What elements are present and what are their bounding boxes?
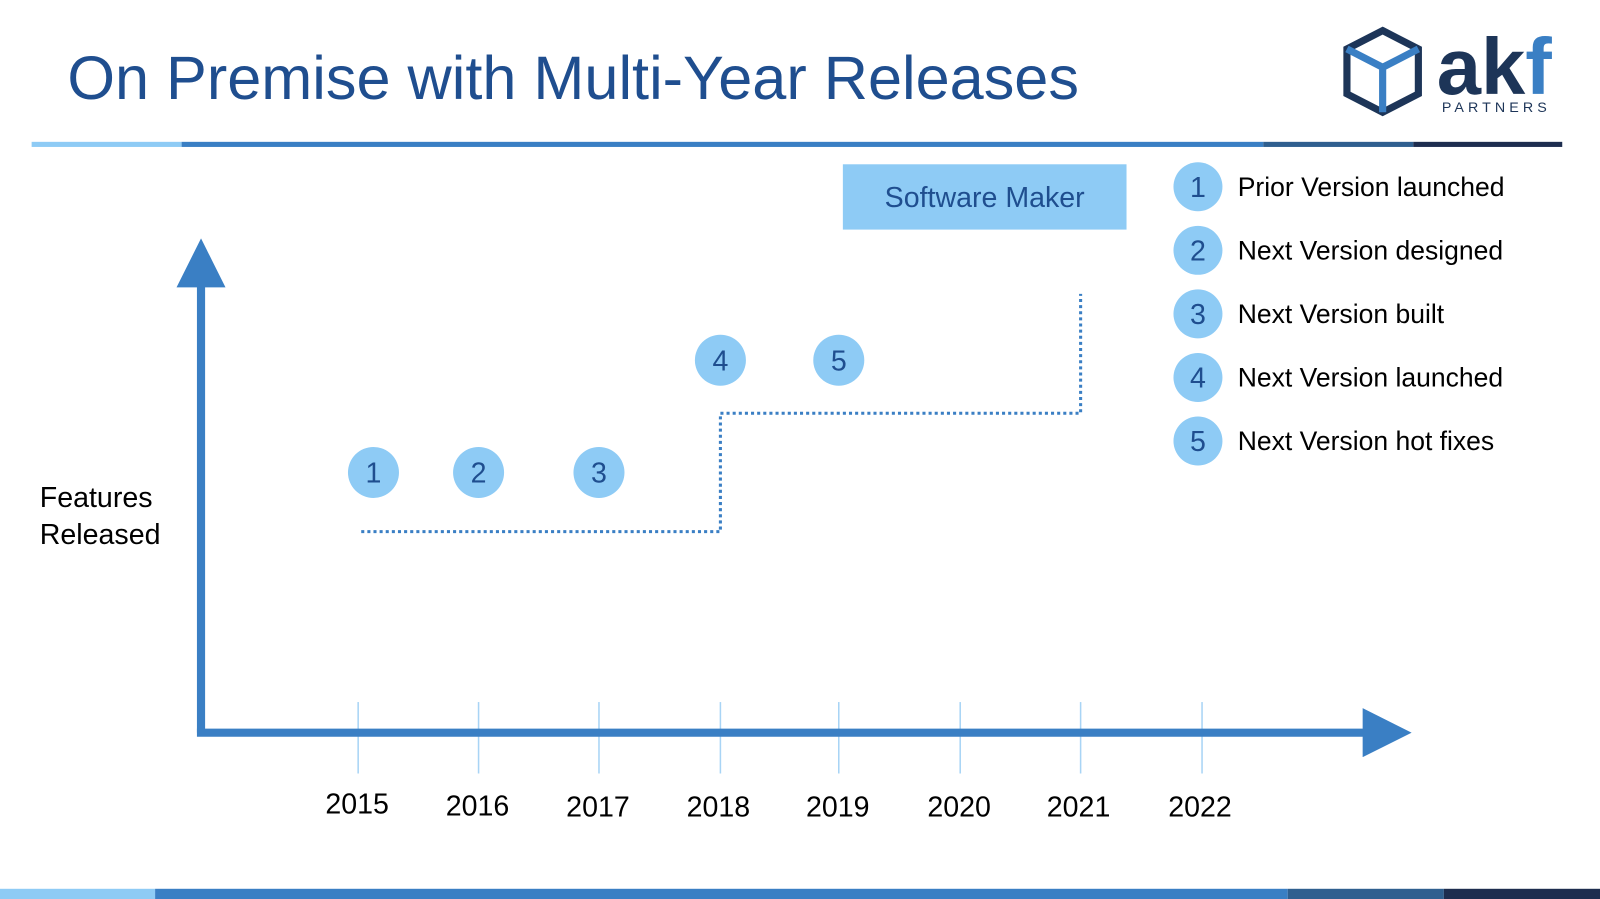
legend-circle bbox=[1173, 416, 1223, 466]
logo-word-accent: f bbox=[1525, 22, 1552, 111]
legend-number: 5 bbox=[1190, 426, 1206, 458]
logo-word-main: ak bbox=[1437, 22, 1526, 111]
y-axis-label: Features Released bbox=[40, 482, 161, 551]
legend-label: Next Version designed bbox=[1238, 235, 1503, 265]
year-label: 2018 bbox=[687, 791, 751, 823]
legend-circle bbox=[1173, 352, 1223, 402]
marker-number: 5 bbox=[831, 345, 847, 377]
slide-title: On Premise with Multi-Year Releases bbox=[67, 44, 1079, 112]
markers: 1 2 3 4 5 bbox=[347, 334, 865, 498]
legend-circle bbox=[1173, 162, 1223, 212]
marker-number: 2 bbox=[471, 458, 487, 490]
legend-number: 3 bbox=[1190, 299, 1206, 331]
year-label: 2020 bbox=[927, 791, 991, 823]
year-label: 2022 bbox=[1168, 791, 1232, 823]
marker-circle bbox=[573, 446, 625, 498]
legend-label: Next Version launched bbox=[1238, 363, 1503, 393]
logo-word: akf bbox=[1437, 22, 1553, 111]
year-label: 2017 bbox=[566, 791, 630, 823]
legend-circle bbox=[1173, 289, 1223, 339]
header-rule bbox=[31, 141, 1563, 147]
marker-number: 3 bbox=[591, 458, 607, 490]
legend-label: Next Version built bbox=[1238, 299, 1445, 329]
legend-number: 1 bbox=[1190, 172, 1206, 204]
y-axis-label-line: Released bbox=[40, 519, 161, 551]
marker-number: 1 bbox=[366, 458, 382, 490]
year-labels: 2015 2016 2017 2018 2019 2020 2021 2022 bbox=[325, 788, 1231, 823]
logo: akf PARTNERS bbox=[1343, 22, 1553, 117]
legend-label: Prior Version launched bbox=[1238, 172, 1505, 202]
year-label: 2015 bbox=[325, 788, 389, 820]
year-label: 2016 bbox=[446, 790, 510, 822]
footer-bar bbox=[0, 888, 1600, 899]
legend: 1 Prior Version launched 2 Next Version des… bbox=[1173, 162, 1505, 466]
label-box-text: Software Maker bbox=[885, 182, 1085, 214]
marker-circle bbox=[347, 446, 399, 498]
year-label: 2021 bbox=[1047, 791, 1111, 823]
year-label: 2019 bbox=[806, 791, 870, 823]
marker-circle bbox=[694, 334, 746, 386]
year-ticks bbox=[357, 702, 1203, 774]
marker-circle bbox=[813, 334, 865, 386]
y-axis-label-line: Features bbox=[40, 482, 153, 514]
marker-number: 4 bbox=[712, 345, 728, 377]
legend-label: Next Version hot fixes bbox=[1238, 426, 1494, 456]
legend-circle bbox=[1173, 225, 1223, 275]
logo-subtitle: PARTNERS bbox=[1442, 100, 1551, 116]
legend-number: 2 bbox=[1190, 236, 1206, 268]
legend-number: 4 bbox=[1190, 363, 1206, 395]
marker-circle bbox=[453, 446, 505, 498]
release-step-line bbox=[361, 293, 1083, 534]
label-box bbox=[842, 164, 1127, 230]
